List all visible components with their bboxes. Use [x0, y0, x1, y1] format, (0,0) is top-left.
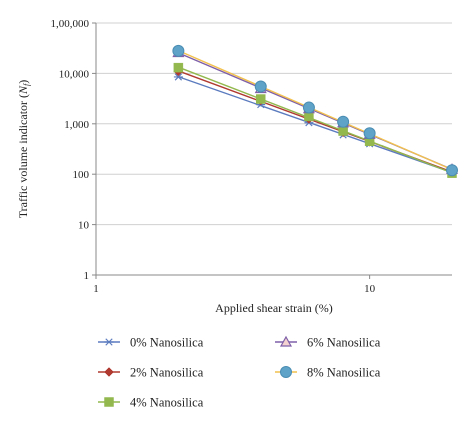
legend-item: 6% Nanosilica [275, 336, 381, 350]
legend-marker [280, 366, 292, 378]
data-point [337, 115, 350, 128]
series-lines [178, 49, 453, 174]
y-tick-labels: 1 10 100 1,000 10,000 1,00,000 [51, 18, 96, 282]
legend-item: 8% Nanosilica [275, 366, 381, 380]
y-axis-title: Traffic volume indicator (Nf) [16, 80, 31, 219]
x-tick-label: 1 [93, 283, 99, 295]
y-axis-title-subscript: f [22, 82, 31, 86]
legend: 0% Nanosilica 2% Nanosilica 4% Nanosilica 6… [98, 336, 381, 410]
x-axis-title: Applied shear strain (%) [215, 301, 333, 315]
series-markers [172, 44, 459, 178]
x-tick-labels: 1 10 [93, 275, 376, 295]
legend-marker [279, 335, 293, 347]
data-point [173, 62, 184, 73]
legend-item: 0% Nanosilica [98, 336, 204, 350]
series-line [178, 76, 453, 174]
axes [95, 23, 452, 276]
data-point [363, 127, 376, 140]
data-point [172, 44, 185, 57]
legend-marker [104, 397, 114, 407]
y-tick-label: 10,000 [59, 68, 90, 80]
x-tick-label: 10 [364, 283, 376, 295]
series-line [178, 66, 453, 174]
legend-marker [104, 338, 114, 346]
series-line [178, 49, 453, 171]
data-point [338, 126, 348, 136]
legend-label: 0% Nanosilica [130, 336, 204, 350]
legend-item: 4% Nanosilica [98, 396, 204, 410]
data-point [255, 94, 266, 104]
y-axis-title-close: ) [16, 80, 30, 84]
grid-lines [96, 22, 452, 226]
y-axis-title-symbol: N [16, 85, 30, 95]
y-tick-label: 1 [84, 270, 90, 282]
legend-label: 4% Nanosilica [130, 396, 204, 410]
y-tick-label: 1,00,000 [51, 18, 90, 30]
y-axis-title-main: Traffic volume indicator ( [16, 94, 30, 218]
data-point [302, 101, 315, 114]
legend-marker [104, 367, 114, 377]
y-tick-label: 1,000 [64, 119, 89, 131]
legend-label: 2% Nanosilica [130, 366, 204, 380]
data-point [173, 73, 183, 81]
legend-label: 6% Nanosilica [307, 336, 381, 350]
y-tick-label: 100 [73, 169, 90, 181]
data-point [446, 164, 458, 177]
legend-item: 2% Nanosilica [98, 366, 204, 380]
legend-label: 8% Nanosilica [307, 366, 381, 380]
y-tick-label: 10 [78, 220, 90, 232]
data-point [254, 80, 267, 93]
